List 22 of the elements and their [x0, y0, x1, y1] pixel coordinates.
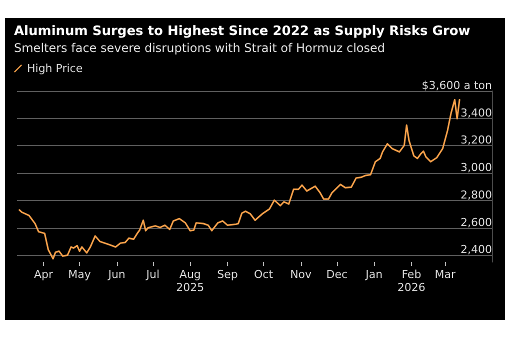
- y-tick-label: 2,600: [460, 216, 492, 229]
- x-tick-label: Jan: [364, 268, 383, 281]
- chart-title: Aluminum Surges to Highest Since 2022 as Supply Risks Grow: [14, 24, 470, 39]
- y-tick-label: 3,400: [460, 106, 492, 120]
- y-tick-label: 2,400: [460, 243, 492, 256]
- chart-subtitle: Smelters face severe disruptions with Strait of Hormuz closed: [14, 41, 386, 55]
- y-tick-label: 3,200: [460, 134, 492, 147]
- x-tick-label: Mar: [434, 268, 456, 281]
- x-tick-label: Nov: [290, 268, 312, 281]
- y-tick-label: $3,600 a ton: [422, 79, 492, 92]
- x-tick-label: Apr: [34, 268, 54, 281]
- x-tick-label: Aug 2025: [176, 268, 204, 294]
- y-tick-label: 2,800: [460, 188, 492, 202]
- x-tick-label: Jul: [145, 268, 160, 281]
- x-tick-label: May: [68, 268, 92, 281]
- x-tick-label: Dec: [326, 268, 348, 281]
- x-tick-label: Jun: [107, 268, 126, 281]
- x-tick-label: Sep: [217, 268, 238, 281]
- x-tick-label: Feb 2026: [397, 268, 426, 294]
- x-tick-label: Oct: [254, 268, 274, 281]
- legend-label: High Price: [27, 62, 83, 75]
- y-tick-label: 3,000: [460, 161, 492, 174]
